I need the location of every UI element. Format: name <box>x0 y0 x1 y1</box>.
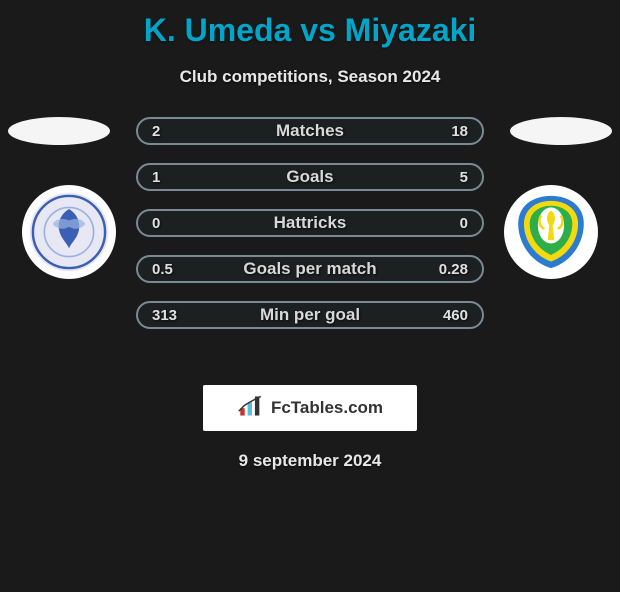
stat-row: 0 Hattricks 0 <box>136 209 484 237</box>
page-title: K. Umeda vs Miyazaki <box>0 12 620 49</box>
stat-label: Matches <box>276 121 344 141</box>
stat-left-value: 0.5 <box>152 261 173 278</box>
comparison-content: 2 Matches 18 1 Goals 5 0 Hattricks 0 0.5… <box>0 117 620 377</box>
stat-row: 2 Matches 18 <box>136 117 484 145</box>
tochigi-sc-icon <box>510 191 592 273</box>
club-logo-right <box>504 185 598 279</box>
club-logo-left <box>22 185 116 279</box>
branding-label: FcTables.com <box>271 398 383 418</box>
stat-row: 0.5 Goals per match 0.28 <box>136 255 484 283</box>
stat-label: Hattricks <box>274 213 347 233</box>
stat-right-value: 0 <box>460 215 468 232</box>
player-avatar-left <box>8 117 110 145</box>
branding-box[interactable]: FcTables.com <box>203 385 417 431</box>
stat-left-value: 1 <box>152 169 160 186</box>
stat-left-value: 2 <box>152 123 160 140</box>
stat-right-value: 0.28 <box>439 261 468 278</box>
stat-right-value: 5 <box>460 169 468 186</box>
stats-container: 2 Matches 18 1 Goals 5 0 Hattricks 0 0.5… <box>136 117 484 347</box>
stat-right-value: 460 <box>443 307 468 324</box>
fctables-chart-icon <box>237 395 267 422</box>
stat-label: Goals <box>286 167 333 187</box>
date-label: 9 september 2024 <box>0 451 620 471</box>
stat-right-value: 18 <box>451 123 468 140</box>
stat-label: Min per goal <box>260 305 360 325</box>
mito-hollyhock-icon <box>28 191 110 273</box>
stat-row: 1 Goals 5 <box>136 163 484 191</box>
subtitle: Club competitions, Season 2024 <box>0 67 620 87</box>
stat-label: Goals per match <box>243 259 376 279</box>
stat-row: 313 Min per goal 460 <box>136 301 484 329</box>
stat-left-value: 0 <box>152 215 160 232</box>
stat-left-value: 313 <box>152 307 177 324</box>
player-avatar-right <box>510 117 612 145</box>
